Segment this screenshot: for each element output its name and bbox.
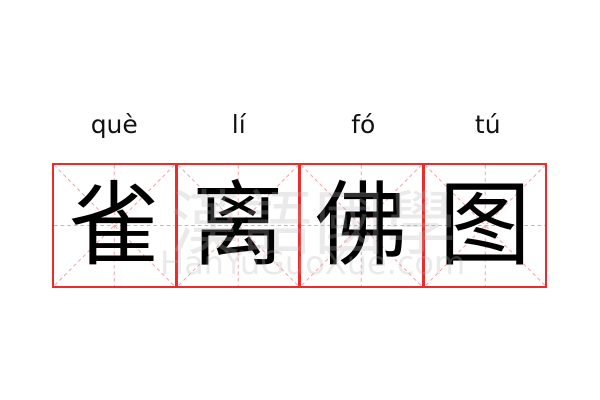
pinyin-1: què [90,110,138,139]
pinyin-4: tú [474,110,501,139]
character-1: 雀 [68,171,161,279]
character-grid: 雀 离 佛 图 [52,163,550,288]
character-cell-2: 离 [175,163,300,288]
grid-guides [54,165,175,286]
grid-guides [424,165,545,286]
pinyin-2: lí [231,110,246,139]
grid-guides [301,165,422,286]
character-3: 佛 [315,171,408,279]
pinyin-row: què lí fó tú [52,110,550,139]
character-cell-3: 佛 [299,163,424,288]
character-cell-1: 雀 [52,163,177,288]
character-2: 离 [191,171,284,279]
character-4: 图 [438,171,531,279]
character-cell-4: 图 [422,163,547,288]
pinyin-3: fó [351,110,376,139]
grid-guides [177,165,298,286]
